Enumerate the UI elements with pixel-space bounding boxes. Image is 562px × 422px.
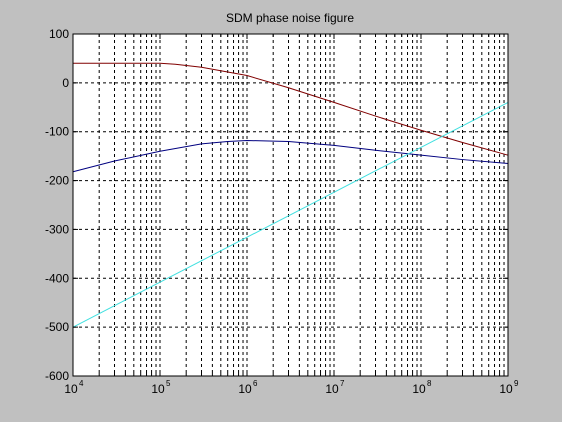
x-tick-exponent: 6: [253, 379, 258, 388]
series-line-3: [72, 101, 509, 328]
plot-frame: [72, 33, 509, 377]
grid-layer: [73, 34, 508, 376]
y-tick-label: -100: [45, 125, 69, 139]
chart-title: SDM phase noise figure: [226, 11, 354, 25]
x-tick-exponent: 9: [514, 379, 519, 388]
y-tick-label: -500: [45, 320, 69, 334]
x-tick-label: 10: [412, 382, 426, 396]
plot-area: [73, 34, 508, 376]
x-tick-label: 10: [499, 382, 513, 396]
series-line-1: [73, 62, 509, 156]
y-tick-label: -600: [45, 369, 69, 383]
y-tick-label: 0: [62, 76, 69, 90]
x-tick-exponent: 4: [79, 379, 84, 388]
x-tick-label: 10: [325, 382, 339, 396]
x-tick-label: 10: [151, 382, 165, 396]
x-tick-exponent: 7: [340, 379, 345, 388]
y-tick-label: -400: [45, 271, 69, 285]
series-layer: [72, 62, 509, 328]
series-line-2: [72, 140, 509, 173]
y-tick-label: 100: [49, 27, 69, 41]
x-tick-label: 10: [238, 382, 252, 396]
x-tick-label: 10: [64, 382, 78, 396]
y-tick-label: -200: [45, 174, 69, 188]
x-tick-exponent: 5: [166, 379, 171, 388]
y-tick-label: -300: [45, 222, 69, 236]
x-tick-exponent: 8: [427, 379, 432, 388]
